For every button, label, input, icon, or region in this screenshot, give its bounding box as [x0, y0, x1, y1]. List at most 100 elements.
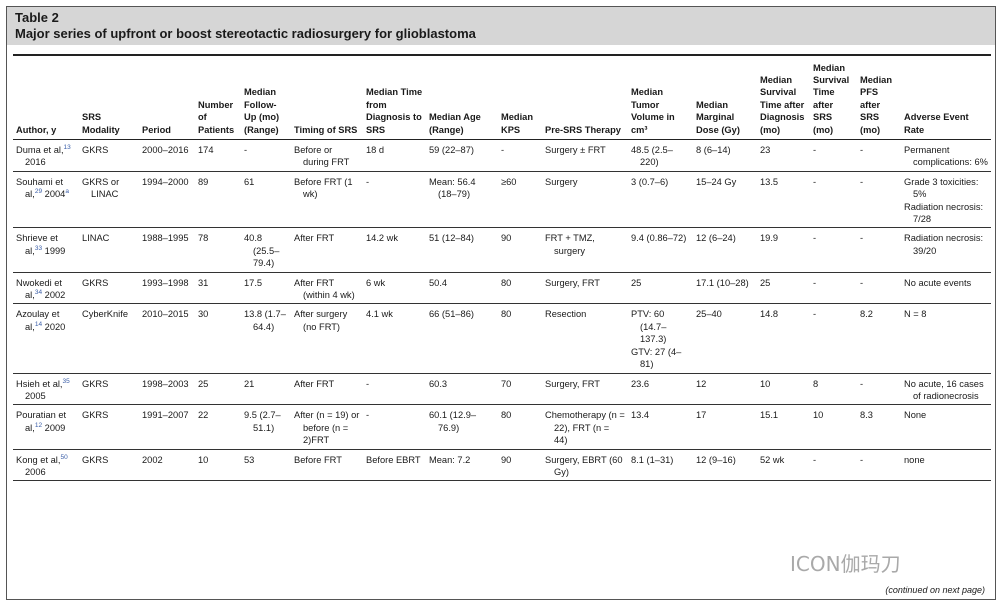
table-cell: 17.1 (10–28): [693, 272, 757, 305]
cell-text: 10: [198, 454, 209, 465]
table-cell: GKRS: [79, 272, 139, 305]
column-header: Median PFS after SRS (mo): [857, 54, 901, 140]
cell-text: 8 (6–14): [696, 145, 731, 155]
cell-text: Chemotherapy (n = 22), FRT (n = 44): [545, 410, 625, 446]
cell-text: 60.3: [429, 378, 448, 389]
cell-text: Before FRT: [294, 454, 342, 465]
table-cell: 25: [195, 373, 241, 406]
table-cell: 25–40: [693, 303, 757, 374]
cell-text: -: [244, 145, 248, 155]
cell-text: GKRS: [82, 378, 109, 389]
cell-text: 9.5 (2.7–51.1): [244, 410, 281, 433]
table-cell: 59 (22–87): [426, 139, 498, 172]
table-cell: 12 (9–16): [693, 449, 757, 482]
table-cell: PTV: 60 (14.7–137.3) GTV: 27 (4–81): [628, 303, 693, 374]
table-cell: 174: [195, 139, 241, 172]
cell-text: -: [860, 233, 864, 244]
table-cell: -: [810, 227, 857, 273]
table-cell: FRT + TMZ, surgery: [542, 227, 628, 273]
cell-text: 2002: [142, 454, 163, 465]
table-cell: -: [810, 449, 857, 482]
cell-text: 30: [198, 309, 209, 320]
table-cell: 19.9: [757, 227, 810, 273]
cell-text: Mean: 56.4 (18–79): [429, 176, 476, 200]
column-header: Period: [139, 54, 195, 140]
table-cell: 51 (12–84): [426, 227, 498, 273]
cell-text: 13.5: [760, 176, 779, 187]
table-cell: GKRS or LINAC: [79, 171, 139, 229]
table-cell: 17: [693, 404, 757, 450]
table-cell: 13.4: [628, 404, 693, 450]
cell-text: GKRS: [82, 410, 109, 421]
table-cell: Chemotherapy (n = 22), FRT (n = 44): [542, 404, 628, 450]
table-cell: After FRT (within 4 wk): [291, 272, 363, 305]
author-name: Kong et al,: [16, 454, 61, 465]
cell-text: -: [813, 233, 817, 244]
cell-text: 53: [244, 454, 255, 465]
cell-text: 40.8 (25.5–79.4): [244, 233, 280, 269]
cell-text: After surgery (no FRT): [294, 309, 348, 332]
cell-text: Surgery, FRT: [545, 378, 600, 389]
cell-text: 80: [501, 309, 512, 320]
table-cell: 80: [498, 272, 542, 305]
table-cell: 17.5: [241, 272, 291, 305]
table-cell: -: [498, 139, 542, 172]
table-row: Duma et al,13 2016 GKRS 2000–2016 174 - Befor…: [13, 139, 991, 172]
table-cell: -: [857, 373, 901, 406]
reference: 12: [34, 421, 43, 429]
cell-text: -: [366, 410, 370, 421]
author-cell: Shrieve et al,33 1999: [13, 227, 79, 273]
cell-text: 25: [198, 378, 209, 389]
cell-text: 21: [244, 378, 255, 389]
cell-text: 17.1 (10–28): [696, 277, 749, 288]
table-cell: Permanent complications: 6%: [901, 139, 991, 172]
year: 2006: [25, 466, 46, 477]
author-cell: Kong et al,50 2006: [13, 449, 79, 482]
cell-text: 23.6: [631, 378, 650, 389]
cell-text: 14.2 wk: [366, 233, 399, 244]
cell-text: -: [813, 309, 817, 320]
table-cell: Mean: 56.4 (18–79): [426, 171, 498, 229]
table-cell: 2002: [139, 449, 195, 482]
author-name: Duma et al,: [16, 145, 64, 155]
table-cell: 60.1 (12.9–76.9): [426, 404, 498, 450]
author: Hsieh et al,35 2005: [16, 378, 76, 403]
table-row: Shrieve et al,33 1999 LINAC 1988–1995 78 40.…: [13, 227, 991, 273]
year: 2002: [44, 290, 66, 301]
cell-text: 23: [760, 145, 771, 155]
cell-text: 8.1 (1–31): [631, 454, 674, 465]
column-header: SRS Modality: [79, 54, 139, 140]
table-cell: -: [241, 139, 291, 172]
table-cell: -: [363, 171, 426, 229]
cell-text: 61: [244, 176, 255, 187]
table-cell: 25: [628, 272, 693, 305]
table-cell: -: [363, 373, 426, 406]
cell-text: 13.8 (1.7–64.4): [244, 309, 286, 332]
cell-text: After FRT: [294, 378, 335, 389]
table-cell: 4.1 wk: [363, 303, 426, 374]
cell-line: No acute events: [904, 277, 972, 288]
reference: 14: [34, 320, 43, 328]
table-cell: -: [857, 171, 901, 229]
table-cell: 70: [498, 373, 542, 406]
data-table: Author, y SRS Modality Period Number of Pat…: [13, 54, 991, 482]
cell-text: FRT + TMZ, surgery: [545, 233, 595, 256]
table-cell: 23: [757, 139, 810, 172]
table-row: Azoulay et al,14 2020 CyberKnife 2010–2015…: [13, 303, 991, 374]
table-row: Pouratian et al,12 2009 GKRS 1991–2007 22 9.…: [13, 404, 991, 450]
cell-text: 66 (51–86): [429, 309, 474, 320]
cell-text: 1991–2007: [142, 410, 189, 421]
column-header: Author, y: [13, 54, 79, 140]
cell-text: 12: [696, 378, 707, 389]
table-cell: 48.5 (2.5–220): [628, 139, 693, 172]
cell-text: GKRS or LINAC: [82, 176, 120, 200]
table-cell: Mean: 7.2: [426, 449, 498, 482]
author: Azoulay et al,14 2020: [16, 308, 76, 333]
cell-line: PTV: 60 (14.7–137.3): [631, 309, 667, 345]
cell-text: 70: [501, 378, 512, 389]
table-cell: 50.4: [426, 272, 498, 305]
cell-text: After FRT (within 4 wk): [294, 277, 355, 301]
table-cell: 25: [757, 272, 810, 305]
reference: 34: [34, 288, 43, 296]
table-cell: 14.8: [757, 303, 810, 374]
